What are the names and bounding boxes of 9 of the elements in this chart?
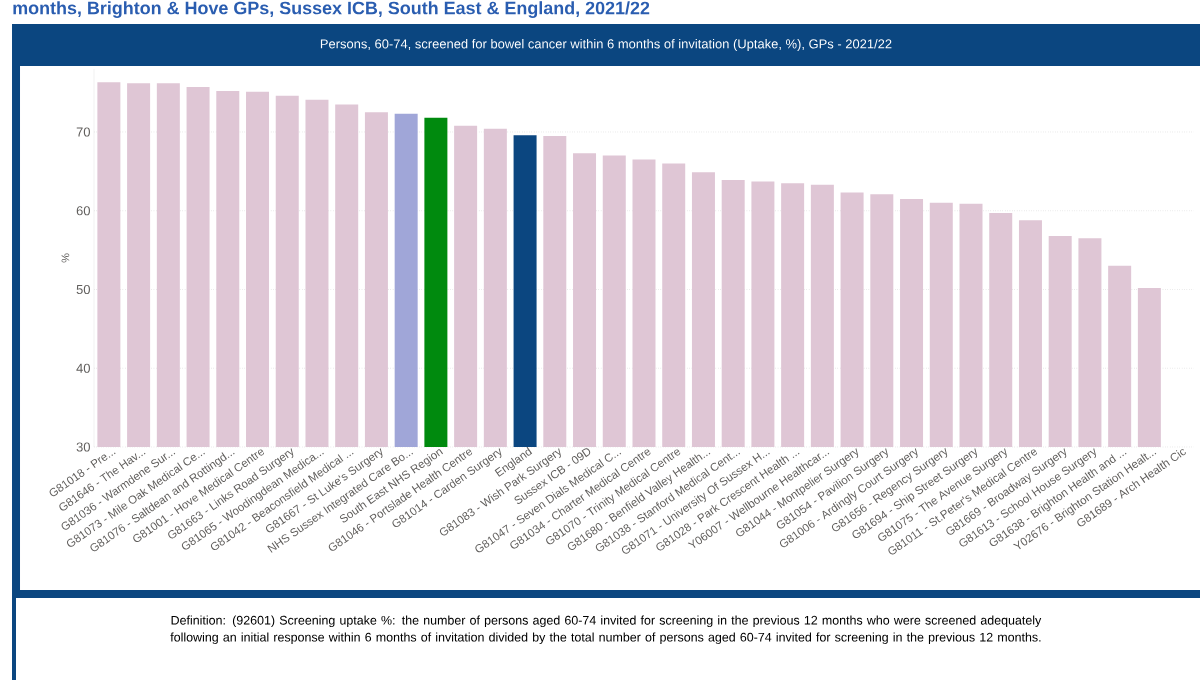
text: Definition: (92601) Screening uptake %: the number of persons aged 60-74 invited for screening in the previous 12 months who were screened adequately following an initial response within 6 months of invitation divided by the total number of persons aged 60-74 invited for screening in the previous 12 months.: [170, 615, 1042, 645]
chart-title: months, Brighton & Hove GPs, Sussex ICB, South East & England, 2021/22: [13, 1, 650, 18]
y-tick-label: 40: [76, 363, 90, 373]
y-tick-label: 70: [76, 127, 90, 137]
y-tick-label: 30: [76, 442, 90, 452]
y-axis-title: %: [61, 253, 70, 263]
y-tick-label: 50: [76, 284, 90, 295]
y-tick-label: 60: [76, 206, 90, 216]
chart-subtitle: Persons, 60-74, screened for bowel cancer within 6 months of invitation (Uptake, %), GPs - 2021/22: [320, 38, 892, 52]
